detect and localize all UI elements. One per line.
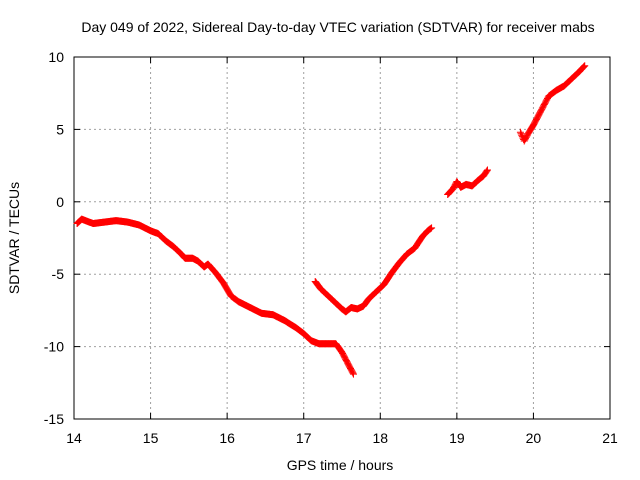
data-points (73, 62, 589, 378)
grid (74, 57, 610, 419)
y-axis-label: SDTVAR / TECUs (6, 182, 22, 294)
chart-title: Day 049 of 2022, Sidereal Day-to-day VTE… (81, 19, 594, 35)
y-tick-label: -5 (52, 266, 65, 282)
data-point (349, 369, 357, 377)
x-tick-label: 19 (449, 430, 465, 446)
data-point (580, 62, 588, 70)
x-tick-label: 20 (526, 430, 542, 446)
y-tick-label: -15 (44, 411, 64, 427)
data-point (483, 166, 491, 174)
x-tick-label: 21 (602, 430, 618, 446)
series-3 (444, 166, 491, 199)
x-axis-label: GPS time / hours (287, 457, 394, 473)
x-tick-label: 17 (296, 430, 312, 446)
data-point (581, 62, 589, 70)
y-tick-label: 5 (56, 121, 64, 137)
axes: 14 15 16 17 18 19 20 21 -15 -10 -5 0 5 10 (44, 49, 618, 446)
y-tick-label: 10 (48, 49, 64, 65)
x-tick-label: 16 (219, 430, 235, 446)
data-point (483, 167, 491, 175)
y-tick-label: -10 (44, 339, 64, 355)
series-2 (311, 224, 436, 316)
plot-frame (73, 56, 611, 420)
x-tick-label: 14 (66, 430, 82, 446)
series-4 (516, 62, 589, 145)
data-point (349, 370, 357, 378)
data-point (516, 128, 524, 136)
data-point (580, 63, 588, 71)
x-tick-label: 18 (372, 430, 388, 446)
x-tick-label: 15 (143, 430, 159, 446)
data-point (428, 224, 436, 232)
data-point (517, 130, 525, 138)
series-1 (73, 215, 357, 378)
y-tick-label: 0 (56, 194, 64, 210)
